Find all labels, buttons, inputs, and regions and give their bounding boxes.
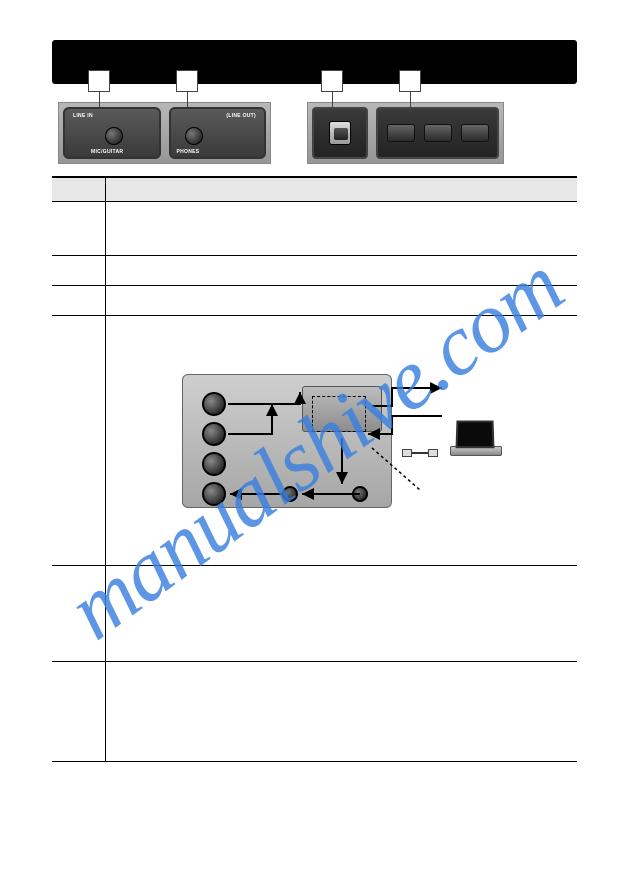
front-panel-group: LINE IN MIC/GUITAR (LINE OUT) PHONES bbox=[58, 102, 271, 164]
table-header bbox=[52, 178, 577, 202]
signal-flow-diagram bbox=[182, 356, 502, 526]
midi-port-3 bbox=[461, 124, 489, 142]
small-jack-icon bbox=[282, 486, 298, 502]
front-panel: LINE IN MIC/GUITAR (LINE OUT) PHONES bbox=[58, 102, 271, 164]
callout-box-4 bbox=[399, 70, 421, 92]
table-row bbox=[52, 256, 577, 286]
table-row bbox=[52, 286, 577, 316]
jack-icon bbox=[202, 452, 226, 476]
jack-icon bbox=[202, 482, 226, 506]
midi-port-1 bbox=[387, 124, 415, 142]
dashed-region bbox=[312, 396, 366, 432]
midi-section bbox=[376, 107, 499, 159]
table-row bbox=[52, 566, 577, 662]
usb-section bbox=[312, 107, 368, 159]
section-title-bar bbox=[52, 40, 577, 84]
header-col-no bbox=[52, 178, 106, 201]
label-phones: PHONES bbox=[177, 149, 200, 155]
rear-panel bbox=[307, 102, 504, 164]
label-line-in: LINE IN bbox=[73, 113, 93, 119]
panel-diagrams-row: LINE IN MIC/GUITAR (LINE OUT) PHONES bbox=[52, 102, 577, 164]
small-jack-icon bbox=[352, 486, 368, 502]
description-table bbox=[52, 176, 577, 762]
jack-icon bbox=[202, 422, 226, 446]
callout-box-3 bbox=[321, 70, 343, 92]
callout-box-2 bbox=[176, 70, 198, 92]
usb-cable-icon bbox=[402, 448, 438, 458]
table-row bbox=[52, 202, 577, 256]
laptop-icon bbox=[450, 420, 502, 462]
label-mic-guitar: MIC/GUITAR bbox=[91, 149, 123, 155]
line-out-section: (LINE OUT) PHONES bbox=[169, 107, 267, 159]
phones-jack bbox=[185, 127, 203, 145]
usb-port-icon bbox=[329, 121, 351, 145]
header-col-desc bbox=[106, 178, 577, 201]
callout-box-1 bbox=[88, 70, 110, 92]
table-row bbox=[52, 662, 577, 762]
table-row bbox=[52, 316, 577, 566]
rear-panel-group bbox=[307, 102, 504, 164]
line-in-jack bbox=[105, 127, 123, 145]
jack-icon bbox=[202, 392, 226, 416]
midi-port-2 bbox=[424, 124, 452, 142]
line-in-section: LINE IN MIC/GUITAR bbox=[63, 107, 161, 159]
page-content: LINE IN MIC/GUITAR (LINE OUT) PHONES bbox=[52, 40, 577, 762]
label-line-out: (LINE OUT) bbox=[226, 113, 256, 119]
